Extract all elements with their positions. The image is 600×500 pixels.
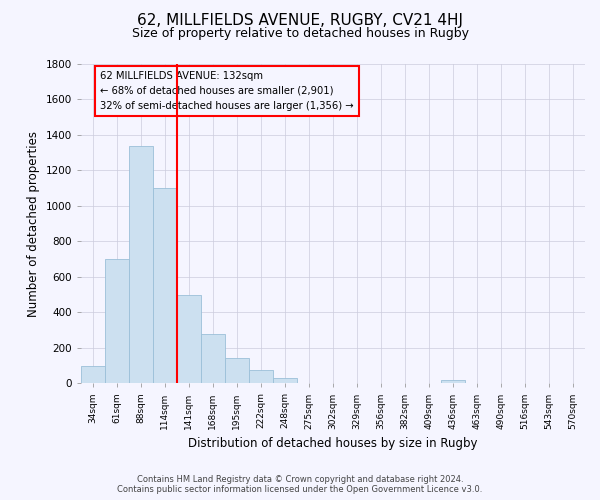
Bar <box>249 370 273 384</box>
Text: Size of property relative to detached houses in Rugby: Size of property relative to detached ho… <box>131 28 469 40</box>
Text: 62, MILLFIELDS AVENUE, RUGBY, CV21 4HJ: 62, MILLFIELDS AVENUE, RUGBY, CV21 4HJ <box>137 12 463 28</box>
Bar <box>177 294 201 384</box>
Bar <box>201 334 225 384</box>
Bar <box>105 259 129 384</box>
Y-axis label: Number of detached properties: Number of detached properties <box>27 130 40 316</box>
Text: Contains HM Land Registry data © Crown copyright and database right 2024.
Contai: Contains HM Land Registry data © Crown c… <box>118 474 482 494</box>
Bar <box>273 378 297 384</box>
Bar <box>441 380 465 384</box>
Bar <box>129 146 153 384</box>
Bar <box>81 366 105 384</box>
Bar <box>153 188 177 384</box>
Bar <box>225 358 249 384</box>
X-axis label: Distribution of detached houses by size in Rugby: Distribution of detached houses by size … <box>188 437 478 450</box>
Text: 62 MILLFIELDS AVENUE: 132sqm
← 68% of detached houses are smaller (2,901)
32% of: 62 MILLFIELDS AVENUE: 132sqm ← 68% of de… <box>100 71 353 110</box>
